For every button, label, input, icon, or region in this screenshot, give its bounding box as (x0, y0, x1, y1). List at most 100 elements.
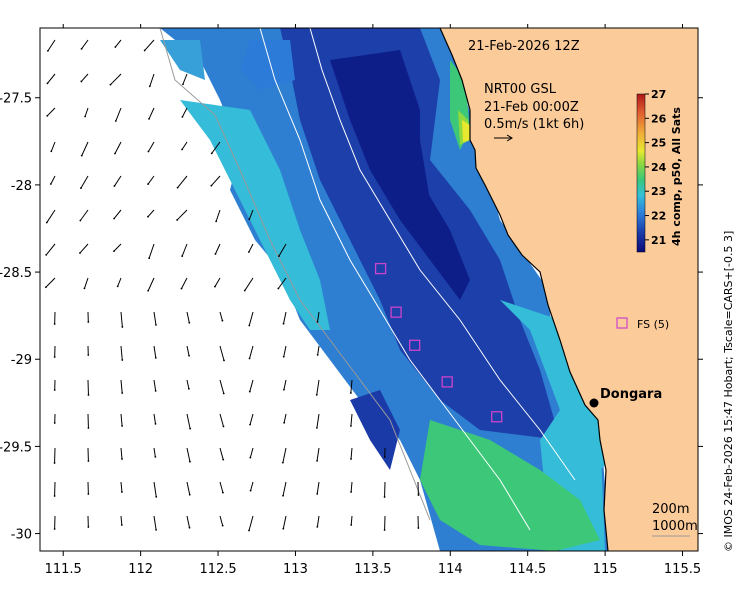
current-vector-head (249, 456, 252, 459)
isobath-1000m (309, 28, 576, 481)
current-vector (316, 379, 320, 395)
current-vector-head (222, 458, 225, 461)
current-vector-head (49, 183, 52, 185)
station-marker (390, 306, 402, 318)
current-vector (80, 175, 89, 189)
current-vector-head (248, 218, 251, 221)
current-vector (50, 175, 56, 185)
plot-frame (39, 27, 699, 552)
current-vector (186, 447, 191, 462)
current-vector (186, 413, 191, 429)
colorbar-tick-label: 23 (651, 185, 666, 198)
current-vector-head (187, 387, 190, 390)
current-vector (46, 107, 56, 117)
current-vector-head (155, 495, 158, 498)
current-vector (147, 209, 155, 218)
lat-axis: -27.5 -28 -28.5 -29 -29.5 -30 (0, 92, 703, 543)
current-vector-head (53, 495, 56, 497)
lat-tick-label: -29.5 (0, 440, 32, 455)
current-vector-head (87, 493, 90, 495)
current-vector (282, 481, 287, 496)
current-vector (282, 515, 287, 529)
current-vector-head (350, 491, 353, 493)
current-vector-head (44, 286, 47, 289)
current-vector (50, 141, 56, 152)
current-vector (176, 209, 188, 221)
current-vector-head (222, 491, 224, 494)
current-vector-head (53, 323, 56, 325)
current-vector-head (248, 390, 251, 393)
isobath-200-label: 200m (652, 502, 689, 517)
current-vector-head (221, 319, 224, 322)
current-vector (182, 73, 188, 85)
current-vector-head (316, 320, 319, 323)
current-vector-head (176, 186, 179, 189)
current-vector (181, 243, 188, 257)
current-vector (214, 243, 221, 255)
land (440, 28, 698, 551)
current-vector (219, 413, 224, 427)
current-vector (219, 311, 223, 321)
current-vector (283, 345, 287, 357)
current-vector-head (350, 425, 352, 427)
current-vector (181, 107, 188, 118)
current-vector-head (222, 392, 225, 395)
current-vector-head (383, 496, 386, 498)
current-vector-head (79, 219, 82, 222)
current-vector-head (87, 354, 90, 356)
date-label: 21-Feb-2026 12Z (468, 39, 580, 54)
current-vector-head (87, 526, 90, 528)
current-vector-head (283, 421, 286, 424)
lon-tick-label: 115.5 (664, 562, 701, 577)
current-scale-arrow (494, 134, 513, 142)
current-vector-head (417, 527, 420, 529)
current-vector-head (350, 524, 353, 526)
current-vector-head (53, 528, 56, 530)
current-vector (120, 515, 123, 526)
current-vector-head (417, 494, 420, 496)
current-vector-head (283, 388, 285, 391)
current-vector-head (87, 460, 90, 462)
current-vector (120, 311, 123, 327)
current-vector (219, 345, 225, 361)
current-vector-head (84, 115, 86, 118)
current-vector (148, 141, 155, 152)
current-vector (283, 311, 287, 324)
current-scale-label: 0.5m/s (1kt 6h) (484, 117, 584, 132)
current-vector-head (121, 458, 123, 460)
current-vector (350, 379, 353, 393)
current-vector (47, 39, 56, 52)
current-vector (181, 277, 188, 289)
current-vector (120, 481, 123, 493)
current-vector (45, 277, 56, 288)
current-vector-head (114, 152, 116, 155)
lat-tick-label: -28 (11, 179, 32, 194)
current-vector (153, 447, 156, 457)
current-vector (153, 345, 157, 358)
current-vector-head (188, 321, 191, 324)
current-vector-head (182, 83, 184, 86)
current-vector-head (176, 219, 179, 221)
current-vector (83, 277, 89, 289)
current-vector (282, 447, 287, 463)
colorbar-tick-label: 21 (651, 234, 666, 247)
current-vector (248, 209, 254, 220)
current-vector-head (45, 253, 48, 256)
colorbar-tick-label: 22 (651, 210, 666, 223)
current-vector (120, 413, 123, 426)
current-vector-head (121, 392, 124, 394)
current-vector-head (215, 220, 218, 223)
current-vector-head (80, 154, 83, 157)
current-vector (47, 73, 56, 84)
current-vector (186, 481, 191, 495)
current-vector (45, 243, 56, 256)
isobath-200m (259, 28, 531, 531)
current-vector-head (148, 118, 150, 120)
current-vector-head (189, 460, 191, 463)
current-vector (186, 311, 190, 323)
lon-tick-label: 114 (438, 562, 463, 577)
current-vector-head (80, 47, 83, 50)
lat-tick-label: -27.5 (0, 92, 32, 107)
current-vector (350, 515, 353, 526)
